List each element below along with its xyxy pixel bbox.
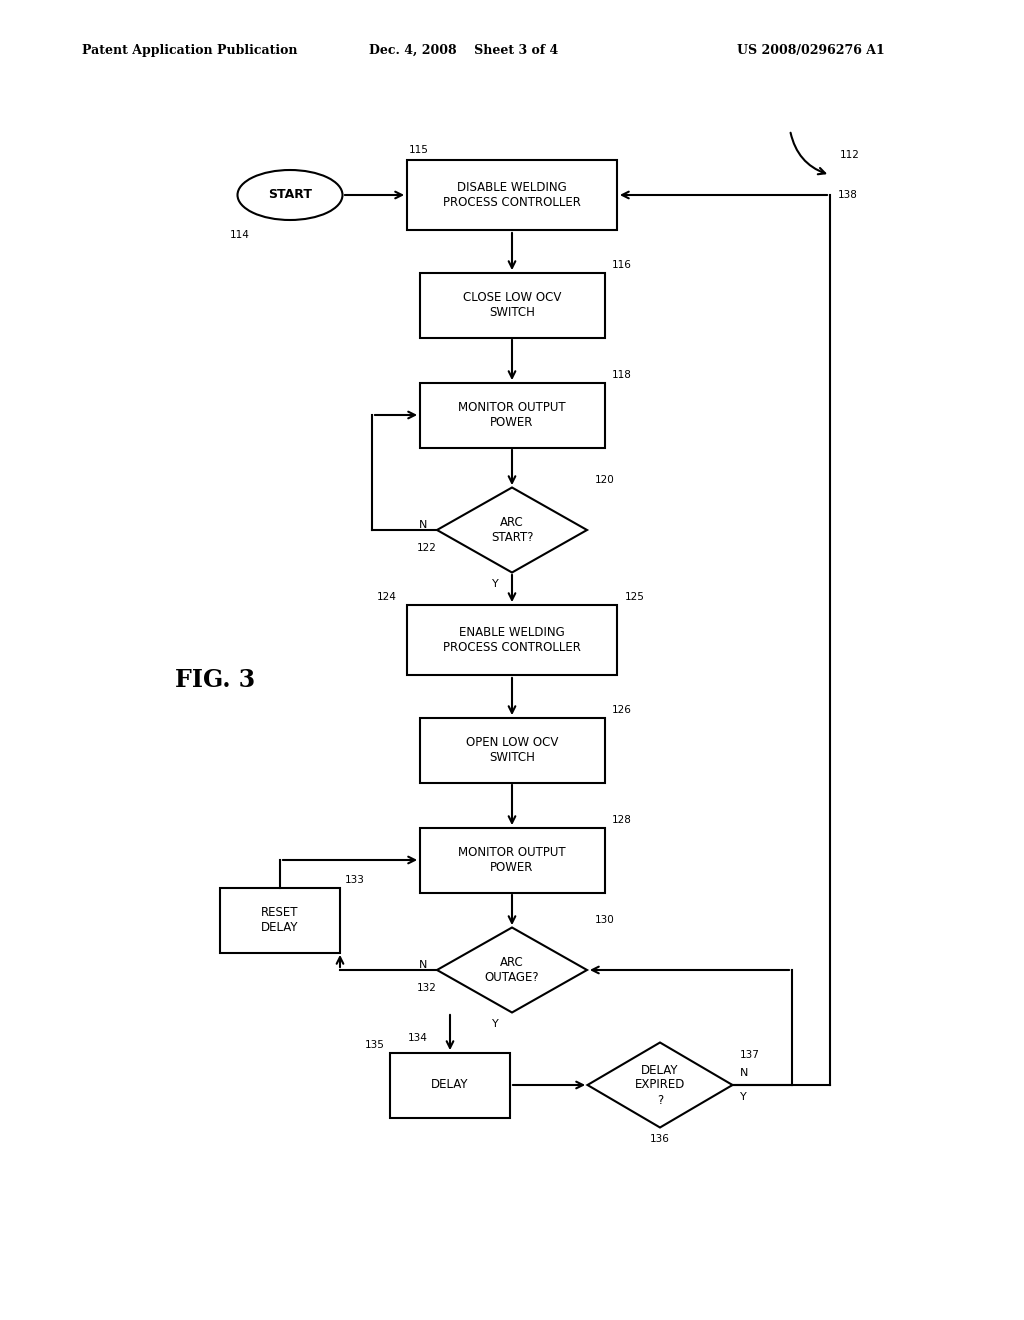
Bar: [420, 718, 604, 783]
Text: 116: 116: [612, 260, 632, 271]
Text: N: N: [740, 1068, 749, 1078]
Bar: [220, 887, 340, 953]
Polygon shape: [588, 1043, 732, 1127]
Text: 122: 122: [417, 543, 437, 553]
Bar: [407, 160, 617, 230]
Text: 112: 112: [840, 150, 860, 160]
Text: 124: 124: [377, 591, 397, 602]
Text: US 2008/0296276 A1: US 2008/0296276 A1: [737, 44, 885, 57]
Ellipse shape: [238, 170, 342, 220]
Text: 120: 120: [595, 475, 614, 484]
Text: Patent Application Publication: Patent Application Publication: [82, 44, 297, 57]
Text: 118: 118: [612, 370, 632, 380]
Text: Y: Y: [492, 579, 499, 589]
Text: N: N: [419, 960, 427, 970]
Bar: [407, 605, 617, 675]
Text: ARC
START?: ARC START?: [490, 516, 534, 544]
Bar: [390, 1052, 510, 1118]
Text: 126: 126: [612, 705, 632, 715]
Text: DISABLE WELDING
PROCESS CONTROLLER: DISABLE WELDING PROCESS CONTROLLER: [443, 181, 581, 209]
Text: Dec. 4, 2008    Sheet 3 of 4: Dec. 4, 2008 Sheet 3 of 4: [369, 44, 558, 57]
Text: 130: 130: [595, 915, 614, 925]
Text: 137: 137: [740, 1049, 760, 1060]
Text: Y: Y: [492, 1019, 499, 1030]
Bar: [420, 272, 604, 338]
Polygon shape: [437, 928, 587, 1012]
Text: DELAY
EXPIRED
?: DELAY EXPIRED ?: [635, 1064, 685, 1106]
Text: 134: 134: [408, 1034, 428, 1043]
Text: OPEN LOW OCV
SWITCH: OPEN LOW OCV SWITCH: [466, 737, 558, 764]
Text: DELAY: DELAY: [431, 1078, 469, 1092]
Text: ARC
OUTAGE?: ARC OUTAGE?: [484, 956, 540, 983]
Text: 115: 115: [409, 145, 429, 154]
Text: 133: 133: [345, 875, 365, 884]
Text: 138: 138: [838, 190, 858, 201]
Text: START: START: [268, 189, 312, 202]
Text: N: N: [419, 520, 427, 531]
Text: FIG. 3: FIG. 3: [175, 668, 255, 692]
Text: 125: 125: [625, 591, 645, 602]
Text: 136: 136: [650, 1134, 670, 1144]
Polygon shape: [437, 487, 587, 573]
Text: MONITOR OUTPUT
POWER: MONITOR OUTPUT POWER: [458, 846, 566, 874]
Text: MONITOR OUTPUT
POWER: MONITOR OUTPUT POWER: [458, 401, 566, 429]
Text: Y: Y: [740, 1092, 746, 1102]
Text: RESET
DELAY: RESET DELAY: [261, 906, 299, 935]
Text: 114: 114: [230, 230, 250, 240]
Text: 128: 128: [612, 814, 632, 825]
Bar: [420, 383, 604, 447]
Bar: [420, 828, 604, 892]
Text: CLOSE LOW OCV
SWITCH: CLOSE LOW OCV SWITCH: [463, 290, 561, 319]
Text: ENABLE WELDING
PROCESS CONTROLLER: ENABLE WELDING PROCESS CONTROLLER: [443, 626, 581, 653]
Text: 132: 132: [417, 983, 437, 993]
Text: 135: 135: [365, 1040, 385, 1049]
